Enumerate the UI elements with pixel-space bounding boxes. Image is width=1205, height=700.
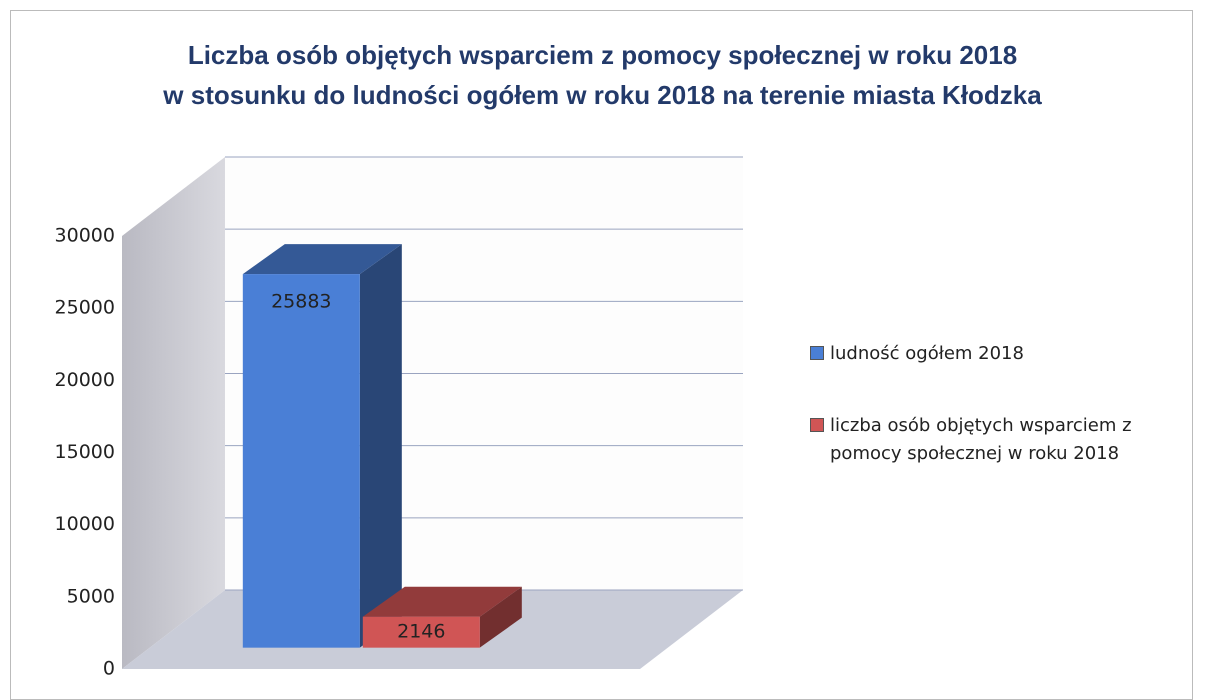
legend-swatch	[810, 346, 824, 360]
y-tick-label: 10000	[55, 513, 115, 535]
bar-top	[362, 586, 522, 617]
bar-top	[242, 244, 402, 275]
legend-item: liczba osób objętych wsparciem z pomocy …	[810, 412, 1200, 468]
legend-label: ludność ogółem 2018	[830, 343, 1024, 364]
side-wall	[122, 157, 225, 669]
data-label: 25883	[271, 291, 331, 313]
bar-front	[362, 616, 480, 648]
y-tick-label: 25000	[55, 297, 115, 319]
data-label: 2146	[397, 621, 445, 643]
legend: ludność ogółem 2018 liczba osób objętych …	[810, 340, 1200, 512]
bar-side	[359, 244, 402, 648]
legend-label: liczba osób objętych wsparciem z pomocy …	[830, 415, 1132, 464]
bar	[242, 244, 402, 648]
chart-title: w stosunku do ludności ogółem w roku 201…	[163, 80, 1042, 110]
y-tick-label: 15000	[55, 441, 115, 463]
y-tick-label: 5000	[67, 585, 115, 607]
bar	[362, 586, 522, 648]
chart-title: Liczba osób objętych wsparciem z pomocy …	[187, 40, 1018, 70]
legend-swatch	[810, 418, 824, 432]
y-tick-label: 20000	[55, 369, 115, 391]
bar-front	[242, 274, 360, 648]
bar-side	[479, 586, 522, 648]
y-tick-label: 30000	[55, 225, 115, 247]
y-tick-label: 0	[103, 658, 115, 680]
legend-item: ludność ogółem 2018	[810, 340, 1200, 368]
